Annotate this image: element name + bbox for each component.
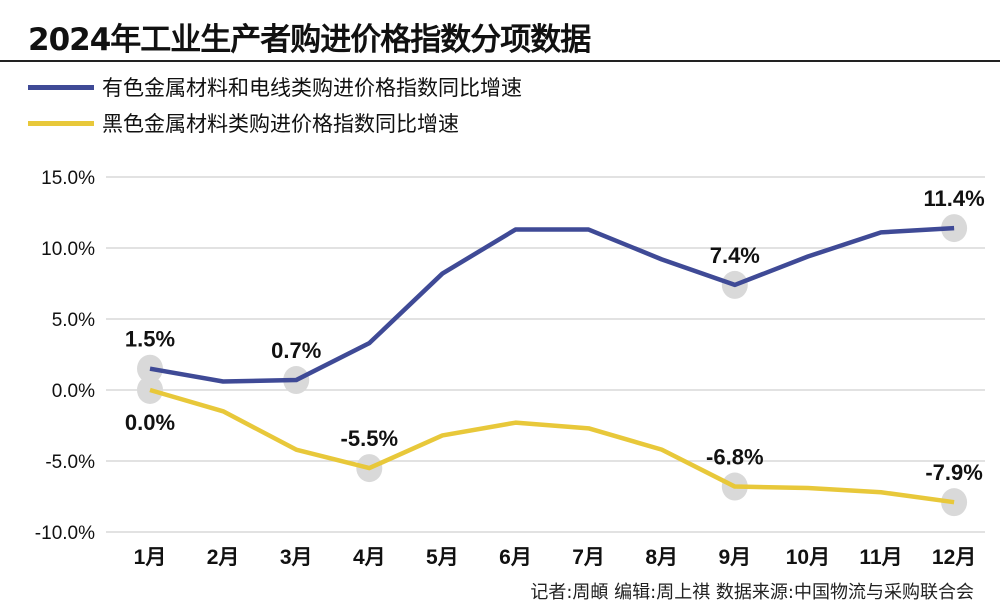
x-tick-label: 4月 [353,546,386,569]
y-tick-label: 10.0% [41,239,95,260]
data-label: 11.4% [924,186,985,211]
x-tick-label: 7月 [572,546,605,569]
data-label: 7.4% [710,243,760,268]
x-tick-label: 6月 [499,546,532,569]
legend-swatch-blue [28,84,94,90]
legend-swatch-yellow [28,120,94,126]
y-tick-label: -10.0% [35,523,95,544]
y-tick-label: 15.0% [41,168,95,189]
x-tick-label: 8月 [645,546,678,569]
y-tick-label: 5.0% [52,310,95,331]
chart-title: 2024年工业生产者购进价格指数分项数据 [28,22,591,58]
data-label: 0.0% [125,410,175,435]
x-tick-label: 3月 [280,546,313,569]
x-tick-label: 2月 [207,546,240,569]
series-line-1 [149,387,955,505]
y-tick-label: -5.0% [45,452,95,473]
x-tick-label: 9月 [718,546,751,569]
x-tick-label: 10月 [786,546,830,569]
x-tick-label: 12月 [932,546,976,569]
x-tick-label: 5月 [426,546,459,569]
series-line-0 [149,225,955,384]
data-label: 0.7% [271,338,321,363]
x-tick-label: 11月 [859,546,902,569]
legend-label: 黑色金属材料类购进价格指数同比增速 [102,112,459,136]
legend-label: 有色金属材料和电线类购进价格指数同比增速 [102,76,522,100]
data-label: -5.5% [341,426,398,451]
legend-item-nonferrous: 有色金属材料和电线类购进价格指数同比增速 [28,72,522,102]
legend-item-ferrous: 黑色金属材料类购进价格指数同比增速 [28,108,459,138]
y-tick-label: 0.0% [52,381,95,402]
x-tick-label: 1月 [134,546,167,569]
title-divider [0,60,1000,62]
data-label: -6.8% [706,445,763,470]
footer-credits: 记者:周頔 编辑:周上祺 数据来源:中国物流与采购联合会 [530,582,974,603]
data-label: -7.9% [925,460,982,485]
data-label: 1.5% [125,327,175,352]
